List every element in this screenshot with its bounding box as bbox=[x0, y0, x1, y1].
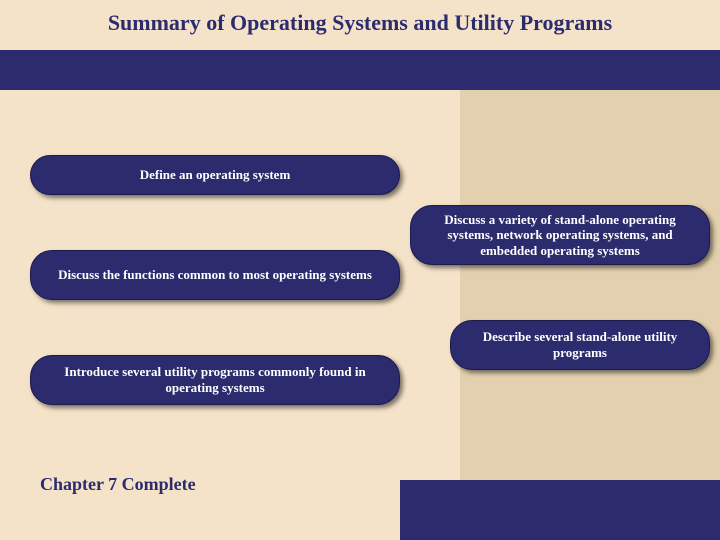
horizontal-bar bbox=[0, 50, 720, 90]
pill-label: Discuss the functions common to most ope… bbox=[58, 267, 372, 283]
pill-stand-alone-util: Describe several stand-alone utility pro… bbox=[450, 320, 710, 370]
footer-text: Chapter 7 Complete bbox=[40, 474, 196, 495]
right-column-bg bbox=[460, 50, 720, 540]
pill-functions-common: Discuss the functions common to most ope… bbox=[30, 250, 400, 300]
pill-define-os: Define an operating system bbox=[30, 155, 400, 195]
bottom-bar bbox=[400, 480, 720, 540]
slide: Summary of Operating Systems and Utility… bbox=[0, 0, 720, 540]
pill-variety-os: Discuss a variety of stand-alone operati… bbox=[410, 205, 710, 265]
pill-label: Introduce several utility programs commo… bbox=[45, 364, 385, 395]
pill-label: Describe several stand-alone utility pro… bbox=[465, 329, 695, 360]
pill-label: Define an operating system bbox=[140, 167, 291, 183]
pill-utility-programs: Introduce several utility programs commo… bbox=[30, 355, 400, 405]
page-title: Summary of Operating Systems and Utility… bbox=[0, 10, 720, 36]
pill-label: Discuss a variety of stand-alone operati… bbox=[425, 212, 695, 259]
